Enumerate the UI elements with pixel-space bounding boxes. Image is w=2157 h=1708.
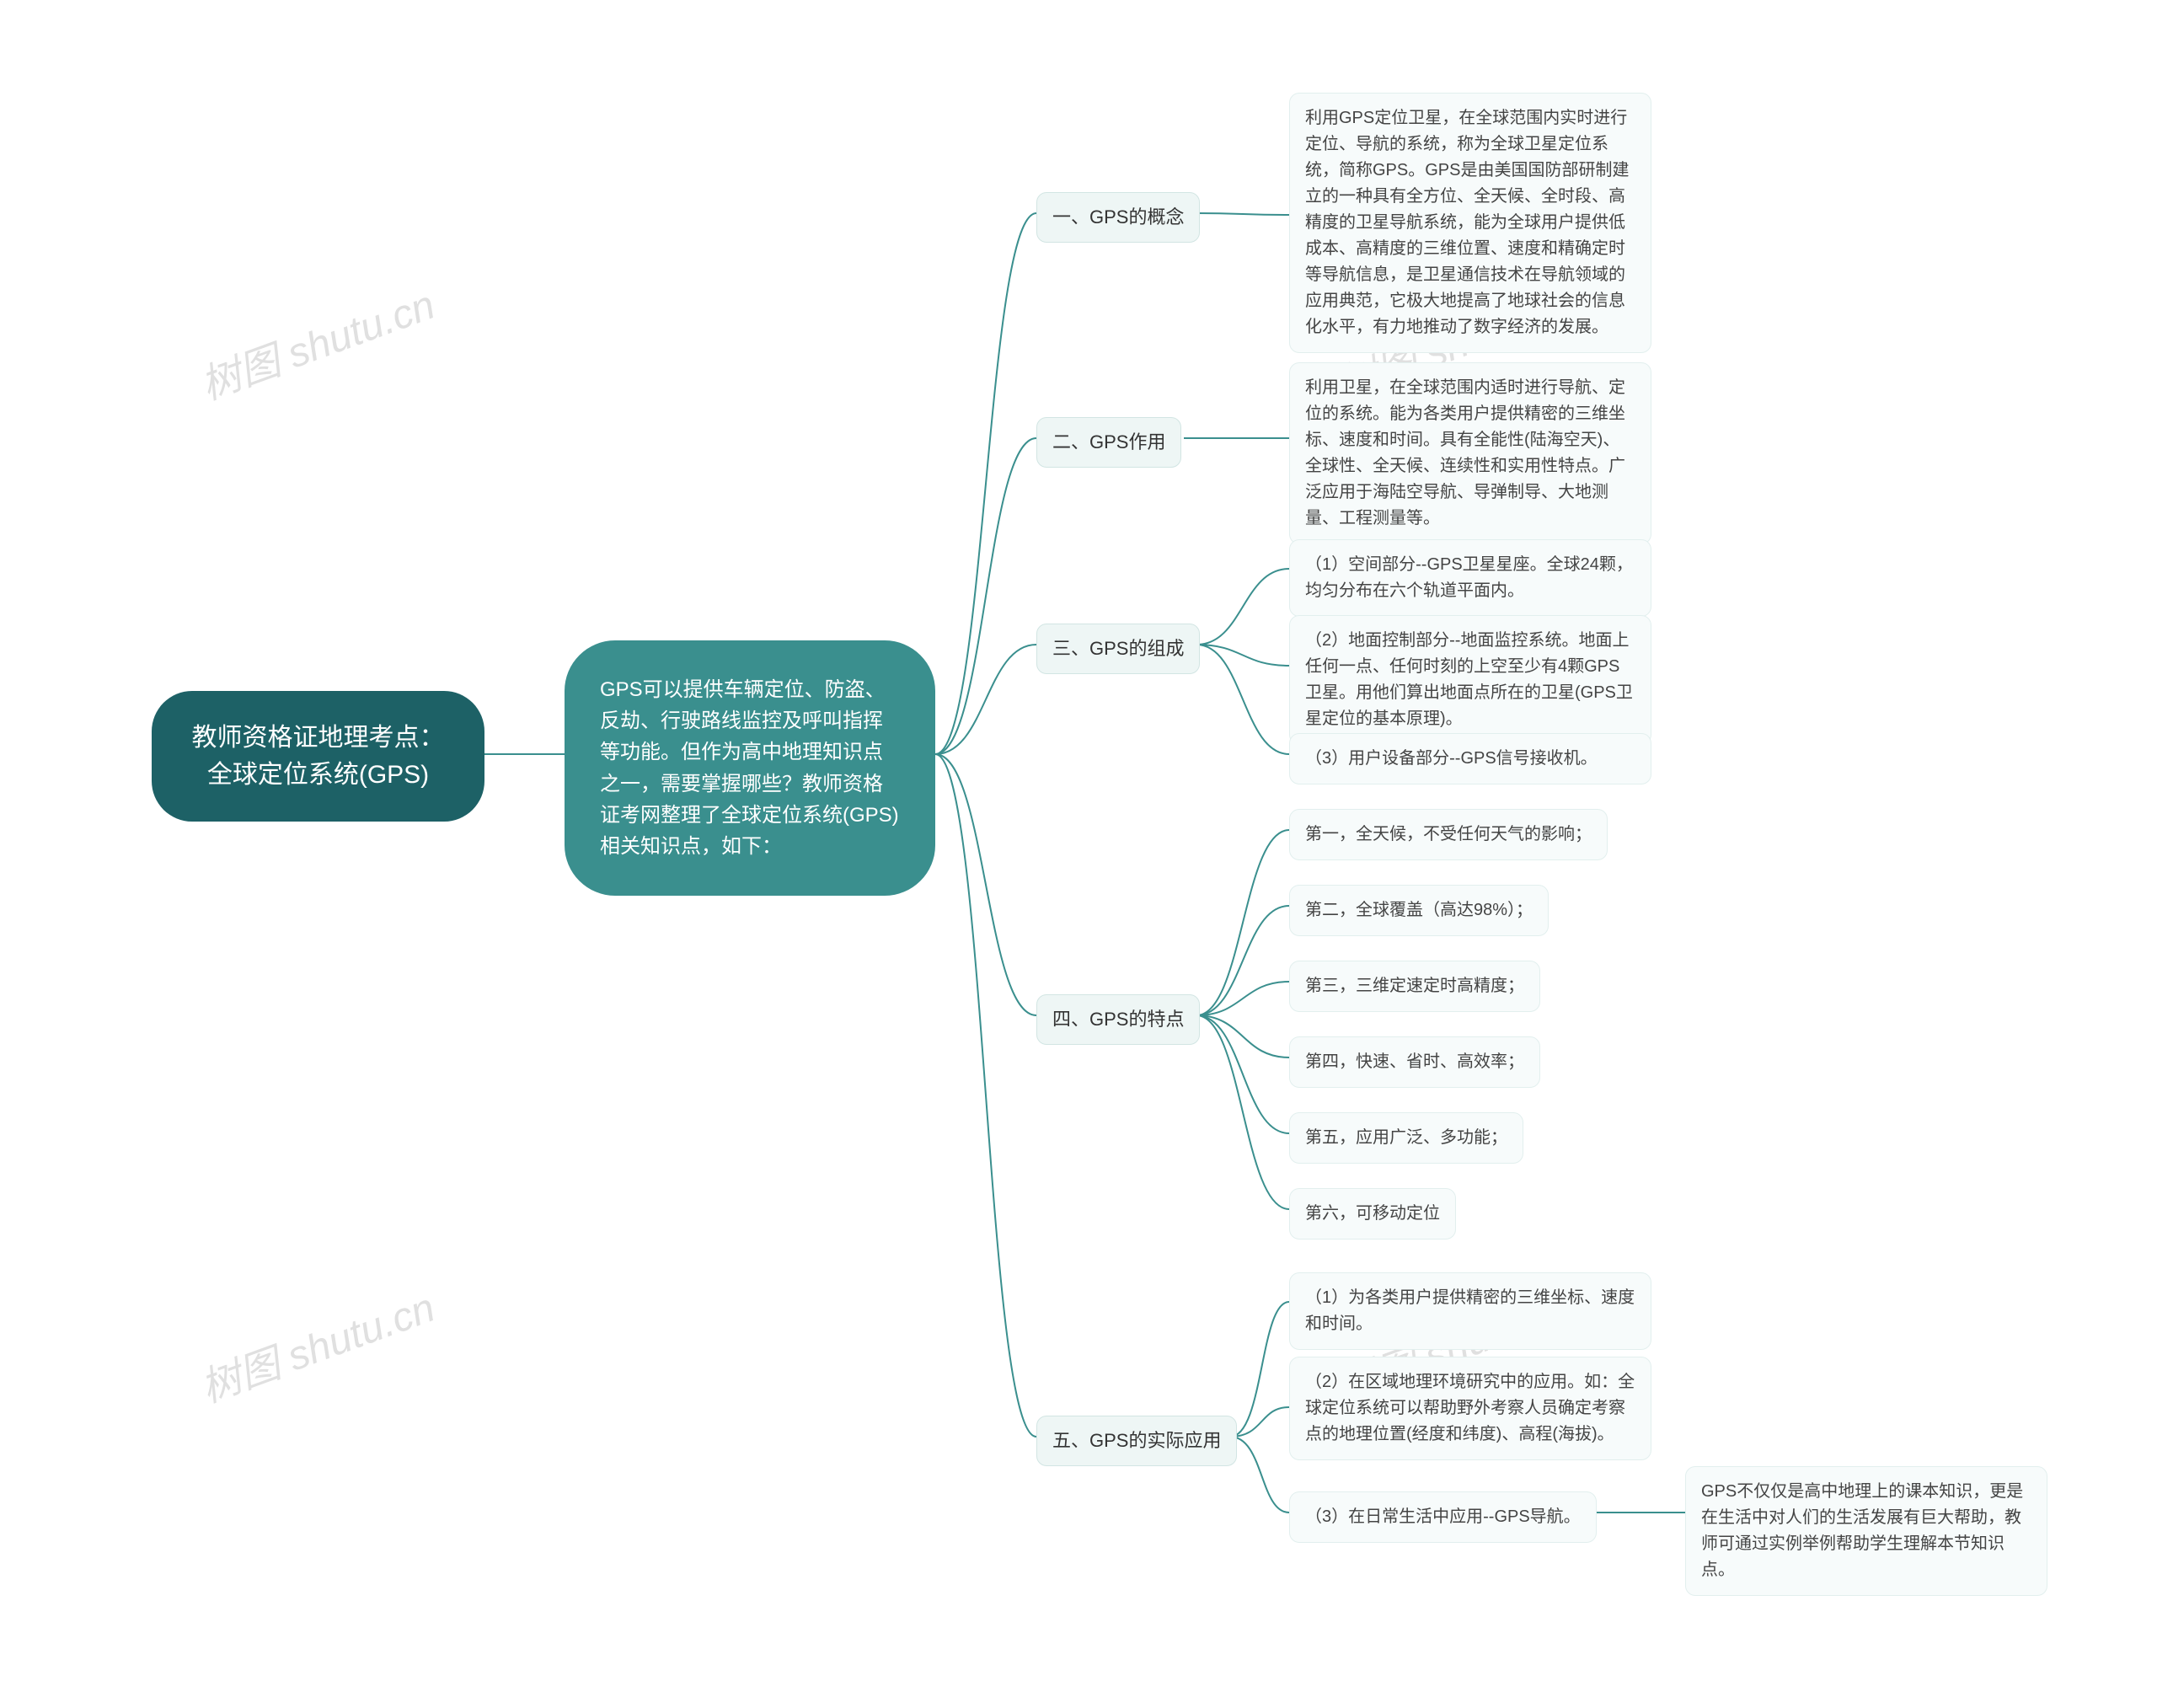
leaf-node[interactable]: 第四，快速、省时、高效率；: [1289, 1036, 1540, 1088]
leaf-node-sub[interactable]: GPS不仅仅是高中地理上的课本知识，更是在生活中对人们的生活发展有巨大帮助，教师…: [1685, 1466, 2047, 1596]
watermark: 树图 shutu.cn: [191, 1274, 442, 1413]
leaf-node[interactable]: 利用卫星，在全球范围内适时进行导航、定位的系统。能为各类用户提供精密的三维坐标、…: [1289, 362, 1651, 544]
intro-node[interactable]: GPS可以提供车辆定位、防盗、反劫、行驶路线监控及呼叫指挥等功能。但作为高中地理…: [565, 640, 935, 896]
branch-node-composition[interactable]: 三、GPS的组成: [1036, 624, 1200, 674]
leaf-node[interactable]: （3）用户设备部分--GPS信号接收机。: [1289, 733, 1651, 784]
branch-node-concept[interactable]: 一、GPS的概念: [1036, 192, 1200, 243]
leaf-node[interactable]: 第三，三维定速定时高精度；: [1289, 961, 1540, 1012]
branch-node-features[interactable]: 四、GPS的特点: [1036, 994, 1200, 1045]
leaf-node[interactable]: （1）为各类用户提供精密的三维坐标、速度和时间。: [1289, 1272, 1651, 1350]
leaf-node[interactable]: （2）在区域地理环境研究中的应用。如：全球定位系统可以帮助野外考察人员确定考察点…: [1289, 1357, 1651, 1460]
leaf-node[interactable]: 第二，全球覆盖（高达98%）；: [1289, 885, 1549, 936]
branch-node-application[interactable]: 五、GPS的实际应用: [1036, 1416, 1237, 1466]
leaf-node[interactable]: （1）空间部分--GPS卫星星座。全球24颗，均匀分布在六个轨道平面内。: [1289, 539, 1651, 617]
root-node[interactable]: 教师资格证地理考点：全球定位系统(GPS): [152, 691, 484, 822]
leaf-node[interactable]: 第五，应用广泛、多功能；: [1289, 1112, 1523, 1164]
leaf-node[interactable]: 利用GPS定位卫星，在全球范围内实时进行定位、导航的系统，称为全球卫星定位系统，…: [1289, 93, 1651, 353]
branch-node-function[interactable]: 二、GPS作用: [1036, 417, 1181, 468]
leaf-node[interactable]: 第六，可移动定位: [1289, 1188, 1456, 1240]
leaf-node[interactable]: （3）在日常生活中应用--GPS导航。: [1289, 1491, 1597, 1543]
leaf-node[interactable]: （2）地面控制部分--地面监控系统。地面上任何一点、任何时刻的上空至少有4颗GP…: [1289, 615, 1651, 745]
watermark: 树图 shutu.cn: [191, 271, 442, 410]
leaf-node[interactable]: 第一，全天候，不受任何天气的影响；: [1289, 809, 1608, 860]
